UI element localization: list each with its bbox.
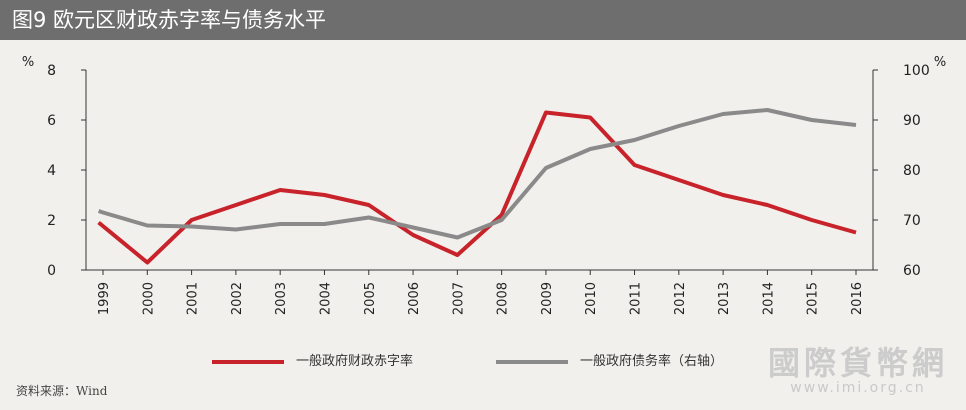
left-axis-tick-label: 2 [47, 213, 56, 229]
x-axis-tick-label: 2005 [363, 282, 378, 315]
x-axis-tick-label: 2009 [540, 282, 555, 315]
left-axis-tick-label: 8 [47, 63, 56, 79]
right-axis-tick-label: 70 [903, 213, 921, 229]
x-axis-tick-label: 2002 [230, 282, 245, 315]
x-axis-tick-label: 2010 [584, 282, 599, 315]
legend-swatch-deficit [212, 359, 284, 364]
watermark-url: www.imi.org.cn [790, 380, 926, 396]
right-axis-unit: % [934, 55, 946, 70]
x-axis-tick-label: 2014 [761, 282, 776, 315]
legend-item-deficit: 一般政府财政赤字率 [212, 352, 413, 372]
series-line-debt [97, 108, 857, 240]
x-axis-tick-label: 2012 [673, 282, 688, 315]
x-axis-tick-label: 2007 [451, 282, 466, 315]
left-axis-tick-label: 4 [47, 163, 56, 179]
left-axis-tick-label: 0 [47, 263, 56, 279]
legend-swatch-debt [496, 359, 568, 364]
legend-label-deficit: 一般政府财政赤字率 [296, 354, 414, 369]
x-axis-tick-label: 2016 [850, 282, 865, 315]
x-axis-tick-label: 2006 [407, 282, 422, 315]
x-axis-tick-label: 2015 [806, 282, 821, 315]
series-line-deficit [97, 110, 857, 265]
x-axis-tick-label: 2001 [186, 282, 201, 315]
x-axis-tick-label: 1999 [97, 282, 112, 315]
x-axis-tick-label: 2013 [717, 282, 732, 315]
title-bar: 图9 欧元区财政赤字率与债务水平 [0, 0, 966, 40]
x-axis-tick-label: 2004 [318, 282, 333, 315]
x-axis-tick-label: 2003 [274, 282, 289, 315]
legend-label-debt: 一般政府债务率（右轴） [580, 354, 724, 369]
watermark-logo: 國際貨幣網 www.imi.org.cn [768, 338, 948, 396]
right-axis-tick-label: 90 [903, 113, 921, 129]
x-axis-tick-label: 2008 [496, 282, 511, 315]
x-axis-tick-label: 2011 [629, 282, 644, 315]
watermark-text: 國際貨幣網 [767, 344, 948, 382]
legend-item-debt: 一般政府债务率（右轴） [496, 352, 723, 372]
right-axis-tick-label: 100 [903, 63, 930, 79]
right-axis-tick-label: 80 [903, 163, 921, 179]
chart-area: 0 2 4 6 8 60 70 80 90 100% % 1999 2000 2001 2002 2003 20… [22, 55, 946, 315]
left-axis-tick-label: 6 [47, 113, 56, 129]
chart-title: 图9 欧元区财政赤字率与债务水平 [12, 8, 327, 32]
source-note: 资料来源：Wind [16, 384, 108, 398]
x-axis-tick-label: 2000 [141, 282, 156, 315]
left-axis-unit: % [22, 55, 34, 70]
right-axis-tick-label: 60 [903, 263, 921, 279]
